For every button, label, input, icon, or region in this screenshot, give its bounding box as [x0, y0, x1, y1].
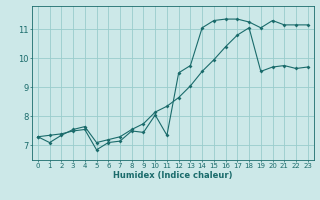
X-axis label: Humidex (Indice chaleur): Humidex (Indice chaleur)	[113, 171, 233, 180]
